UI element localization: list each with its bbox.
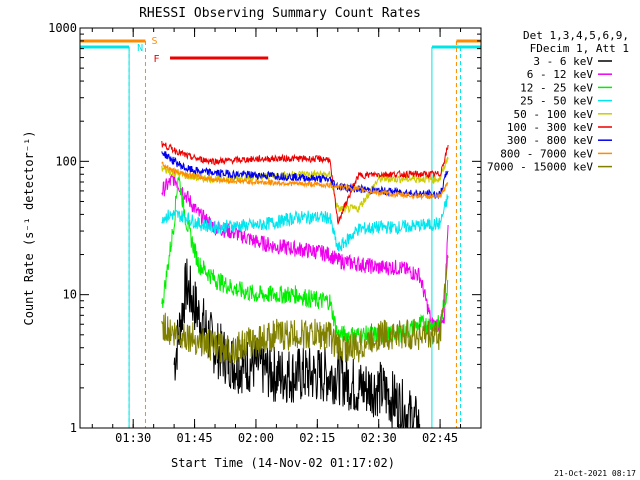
series-line-5 [161,156,449,214]
series-line-2 [161,170,449,333]
plot-timestamp: 21-Oct-2021 08:17 [554,469,636,478]
x-axis-label: Start Time (14-Nov-02 01:17:02) [171,456,395,470]
y-tick-label: 1 [70,421,77,435]
y-tick-label: 100 [55,154,77,168]
chart-title: RHESSI Observing Summary Count Rates [139,6,421,21]
series-line-7 [161,151,449,200]
legend-label-6: 100 - 300 keV [507,121,593,134]
y-tick-label: 1000 [48,21,77,35]
flag-s-label: S [151,36,157,47]
legend-header-line-2: FDecim 1, Att 1 [530,42,629,55]
series-line-1 [173,258,420,429]
x-tick-label: 01:45 [177,431,213,445]
legend-label-2: 6 - 12 keV [527,68,594,81]
legend-label-4: 25 - 50 keV [520,95,593,108]
flag-f-label: F [153,54,159,65]
x-tick-label: 02:15 [299,431,335,445]
series-line-9 [161,254,449,364]
x-tick-label: 02:30 [361,431,397,445]
y-tick-label: 10 [63,288,77,302]
legend-label-9: 7000 - 15000 keV [487,161,593,174]
series-line-4 [161,194,449,252]
plot-frame [79,27,482,429]
flag-n-label: N [137,43,143,54]
legend-label-8: 800 - 7000 keV [500,147,593,160]
series-line-3 [161,176,449,345]
x-tick-label: 02:45 [422,431,458,445]
legend-label-5: 50 - 100 keV [514,108,594,121]
x-tick-label: 02:00 [238,431,274,445]
legend-label-1: 3 - 6 keV [533,55,593,68]
legend-label-3: 12 - 25 keV [520,81,593,94]
x-tick-label: 01:30 [115,431,151,445]
legend-label-7: 300 - 800 keV [507,134,593,147]
y-axis-label: Count Rate (s⁻¹ detector⁻¹) [22,130,36,325]
series-line-6 [161,140,449,226]
series-line-8 [161,161,449,201]
legend-header-line-1: Det 1,3,4,5,6,9, [523,29,629,42]
